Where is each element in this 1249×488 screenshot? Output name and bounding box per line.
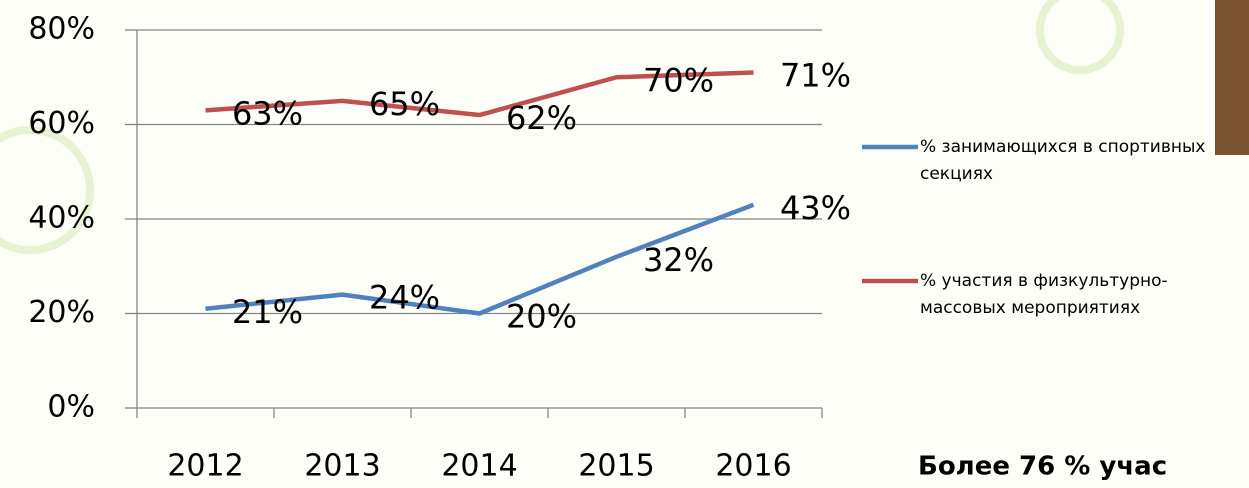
- data-label: 20%: [506, 298, 577, 336]
- data-label: 62%: [506, 99, 577, 137]
- data-label: 63%: [232, 94, 303, 132]
- y-tick-label: 40%: [28, 201, 95, 236]
- data-label: 24%: [369, 279, 440, 317]
- y-tick-label: 80%: [28, 12, 95, 47]
- photo-fragment: [1215, 0, 1249, 155]
- data-label: 43%: [780, 189, 851, 227]
- annotation: Более 76 % учас: [918, 452, 1167, 482]
- x-tick-label: 2015: [578, 449, 654, 484]
- series-line: [205, 70, 754, 118]
- data-label: 65%: [369, 85, 440, 123]
- legend-label: % занимающихся в спортивных секциях: [920, 137, 1206, 184]
- data-label: 32%: [643, 241, 714, 279]
- x-tick-label: 2013: [304, 449, 380, 484]
- x-tick-label: 2014: [441, 449, 517, 484]
- y-tick-label: 60%: [28, 106, 95, 141]
- background-icon: [0, 126, 94, 254]
- data-label: 21%: [232, 293, 303, 331]
- data-label: 71%: [780, 57, 851, 95]
- y-tick-label: 20%: [28, 295, 95, 330]
- background-icon: [1036, 0, 1124, 74]
- data-label: 70%: [643, 61, 714, 99]
- x-tick-label: 2012: [167, 449, 243, 484]
- legend-label: % участия в физкультурно-массовых меропр…: [920, 271, 1168, 318]
- x-tick-label: 2016: [715, 449, 791, 484]
- y-tick-label: 0%: [47, 390, 95, 425]
- series-line: [205, 202, 755, 316]
